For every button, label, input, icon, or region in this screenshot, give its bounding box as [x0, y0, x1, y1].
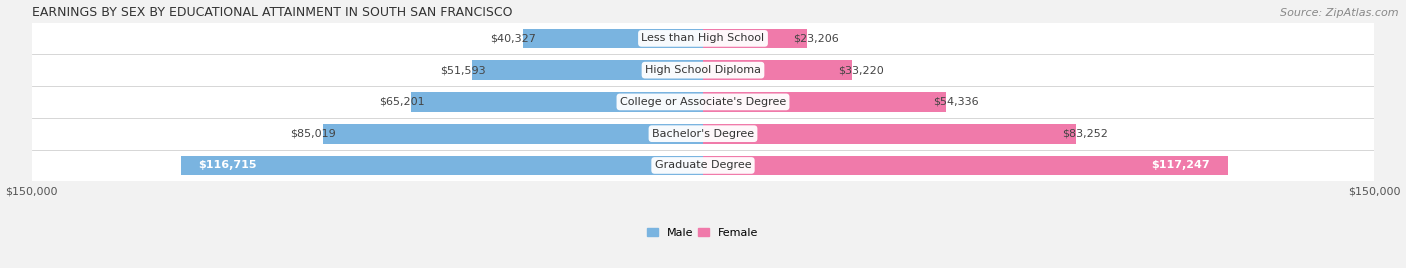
Text: $51,593: $51,593: [440, 65, 485, 75]
Text: $117,247: $117,247: [1152, 161, 1209, 170]
Bar: [703, 60, 852, 80]
Text: Bachelor's Degree: Bachelor's Degree: [652, 129, 754, 139]
Bar: [472, 60, 703, 80]
Text: $23,206: $23,206: [793, 34, 839, 43]
Legend: Male, Female: Male, Female: [643, 224, 763, 243]
Text: $33,220: $33,220: [838, 65, 884, 75]
Bar: [703, 28, 807, 48]
Bar: [703, 92, 946, 112]
Text: Graduate Degree: Graduate Degree: [655, 161, 751, 170]
Text: EARNINGS BY SEX BY EDUCATIONAL ATTAINMENT IN SOUTH SAN FRANCISCO: EARNINGS BY SEX BY EDUCATIONAL ATTAINMEN…: [32, 6, 512, 18]
Bar: [703, 156, 1227, 175]
Bar: [32, 23, 1374, 54]
Text: High School Diploma: High School Diploma: [645, 65, 761, 75]
Text: $85,019: $85,019: [290, 129, 336, 139]
Text: Less than High School: Less than High School: [641, 34, 765, 43]
Bar: [523, 28, 703, 48]
Bar: [32, 86, 1374, 118]
Bar: [322, 124, 703, 144]
Text: $83,252: $83,252: [1062, 129, 1108, 139]
Text: $54,336: $54,336: [932, 97, 979, 107]
Text: Source: ZipAtlas.com: Source: ZipAtlas.com: [1281, 8, 1399, 18]
Text: $116,715: $116,715: [198, 161, 257, 170]
Bar: [181, 156, 703, 175]
Bar: [411, 92, 703, 112]
Bar: [32, 118, 1374, 150]
Text: $40,327: $40,327: [491, 34, 536, 43]
Bar: [32, 150, 1374, 181]
Bar: [703, 124, 1076, 144]
Text: $65,201: $65,201: [380, 97, 425, 107]
Text: College or Associate's Degree: College or Associate's Degree: [620, 97, 786, 107]
Bar: [32, 54, 1374, 86]
